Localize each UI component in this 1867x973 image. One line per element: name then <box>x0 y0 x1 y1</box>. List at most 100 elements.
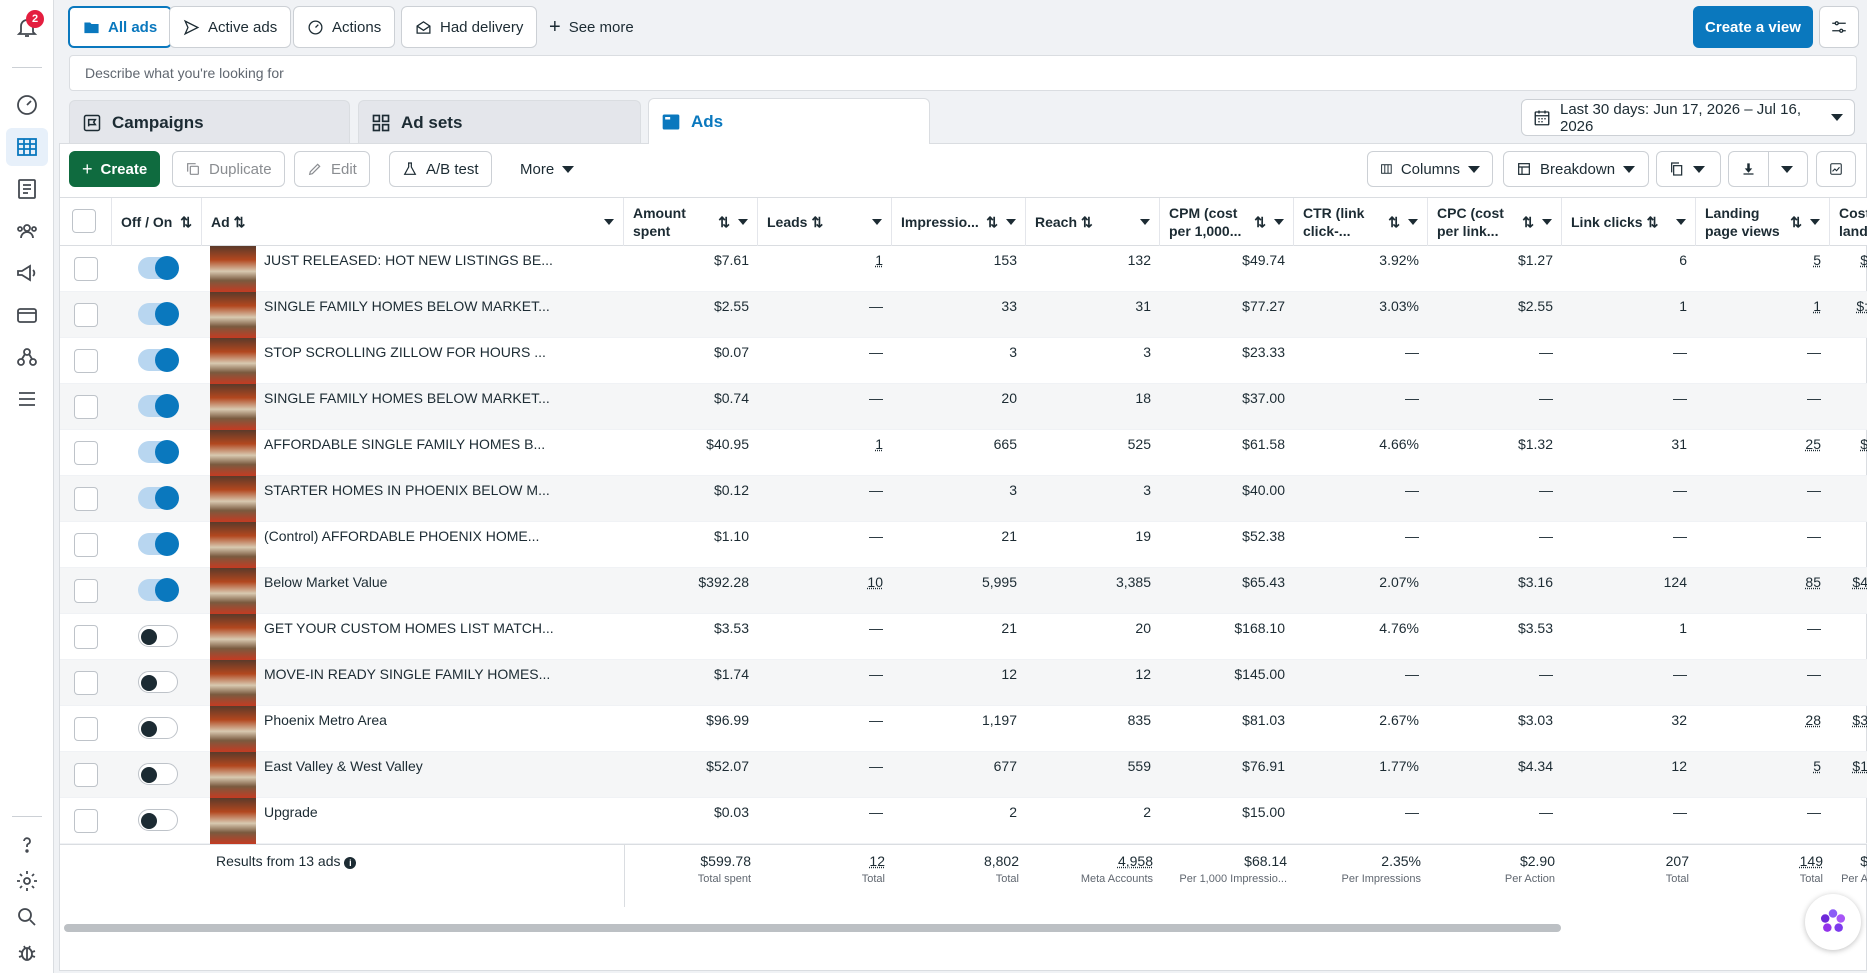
ad-on-off-toggle[interactable] <box>138 486 179 510</box>
table-row[interactable]: JUST RELEASED: HOT NEW LISTINGS BE... $7.… <box>60 246 1867 292</box>
ad-thumbnail[interactable] <box>210 430 256 476</box>
cell-leads[interactable]: 1 <box>875 252 883 268</box>
reports-menu-button[interactable] <box>1656 151 1721 187</box>
audiences-icon[interactable] <box>6 212 48 250</box>
row-checkbox[interactable] <box>74 717 98 741</box>
row-checkbox[interactable] <box>74 257 98 281</box>
ad-thumbnail[interactable] <box>210 522 256 568</box>
row-checkbox[interactable] <box>74 441 98 465</box>
totals-leads[interactable]: 12 Total <box>861 853 885 885</box>
ad-name-link[interactable]: JUST RELEASED: HOT NEW LISTINGS BE... <box>264 252 553 268</box>
cell-cpl[interactable]: $ <box>1860 252 1867 268</box>
cell-cpl[interactable]: $ <box>1860 436 1867 452</box>
sort-icon[interactable]: ⇅ <box>1522 214 1534 230</box>
header-landing-page-views[interactable]: Landing page views ⇅ <box>1696 198 1830 246</box>
header-cpm[interactable]: CPM (cost per 1,000... ⇅ <box>1160 198 1294 246</box>
header-ad[interactable]: Ad ⇅ <box>202 198 624 246</box>
row-checkbox[interactable] <box>74 625 98 649</box>
cell-lpv[interactable]: 85 <box>1805 574 1821 590</box>
charts-toggle-button[interactable] <box>1816 151 1856 187</box>
ad-thumbnail[interactable] <box>210 706 256 752</box>
cell-leads[interactable]: 10 <box>867 574 883 590</box>
tab-ads[interactable]: Ads <box>648 98 930 144</box>
sort-icon[interactable]: ⇅ <box>1646 214 1659 230</box>
ad-name-link[interactable]: MOVE-IN READY SINGLE FAMILY HOMES... <box>264 666 551 682</box>
sort-icon[interactable]: ⇅ <box>1790 214 1802 230</box>
cell-lpv[interactable]: 5 <box>1813 758 1821 774</box>
row-checkbox[interactable] <box>74 533 98 557</box>
header-cpc[interactable]: CPC (cost per link... ⇅ <box>1428 198 1562 246</box>
notifications-bell-icon[interactable]: 2 <box>6 8 48 46</box>
ad-name-link[interactable]: AFFORDABLE SINGLE FAMILY HOMES B... <box>264 436 546 452</box>
header-ctr[interactable]: CTR (link click-... ⇅ <box>1294 198 1428 246</box>
tab-campaigns[interactable]: Campaigns <box>69 100 350 144</box>
ad-name-link[interactable]: Upgrade <box>264 804 318 820</box>
ad-name-link[interactable]: GET YOUR CUSTOM HOMES LIST MATCH... <box>264 620 554 636</box>
header-reach[interactable]: Reach ⇅ <box>1026 198 1160 246</box>
ad-thumbnail[interactable] <box>210 246 256 292</box>
settings-gear-icon[interactable] <box>6 862 48 900</box>
cell-cpl[interactable]: $: <box>1856 298 1867 314</box>
table-row[interactable]: (Control) AFFORDABLE PHOENIX HOME... $1.1… <box>60 522 1867 568</box>
cell-leads[interactable]: 1 <box>875 436 883 452</box>
ad-on-off-toggle[interactable] <box>138 625 178 647</box>
ad-name-link[interactable]: STOP SCROLLING ZILLOW FOR HOURS ... <box>264 344 546 360</box>
duplicate-button[interactable]: Duplicate <box>172 151 285 187</box>
more-button[interactable]: More <box>508 151 586 187</box>
header-impressions[interactable]: Impressio... ⇅ <box>892 198 1026 246</box>
columns-button[interactable]: Columns <box>1367 151 1493 187</box>
create-view-button[interactable]: Create a view <box>1693 6 1813 48</box>
cell-lpv[interactable]: 5 <box>1813 252 1821 268</box>
ad-thumbnail[interactable] <box>210 660 256 706</box>
ad-on-off-toggle[interactable] <box>138 256 179 280</box>
ad-name-link[interactable]: SINGLE FAMILY HOMES BELOW MARKET... <box>264 390 550 406</box>
table-row[interactable]: AFFORDABLE SINGLE FAMILY HOMES B... $40.9… <box>60 430 1867 476</box>
row-checkbox[interactable] <box>74 579 98 603</box>
ad-on-off-toggle[interactable] <box>138 440 179 464</box>
export-options-button[interactable] <box>1768 151 1808 187</box>
search-input[interactable] <box>70 56 1856 90</box>
dashboard-gauge-icon[interactable] <box>6 85 48 123</box>
select-all-checkbox[interactable] <box>72 209 96 233</box>
cell-lpv[interactable]: 1 <box>1813 298 1821 314</box>
info-icon[interactable]: i <box>344 857 357 869</box>
billing-card-icon[interactable] <box>6 296 48 334</box>
ai-assistant-button[interactable] <box>1805 894 1861 950</box>
edit-button[interactable]: Edit <box>294 151 370 187</box>
ad-thumbnail[interactable] <box>210 568 256 614</box>
column-menu-icon[interactable] <box>1006 219 1016 225</box>
breakdown-button[interactable]: Breakdown <box>1503 151 1649 187</box>
ad-name-link[interactable]: STARTER HOMES IN PHOENIX BELOW M... <box>264 482 550 498</box>
header-cost-per-landing[interactable]: Cost per landing... <box>1839 205 1867 239</box>
ad-thumbnail[interactable] <box>210 476 256 522</box>
table-row[interactable]: GET YOUR CUSTOM HOMES LIST MATCH... $3.53… <box>60 614 1867 660</box>
ad-name-link[interactable]: (Control) AFFORDABLE PHOENIX HOME... <box>264 528 540 544</box>
sort-icon[interactable]: ⇅ <box>180 214 192 230</box>
menu-hamburger-icon[interactable] <box>6 380 48 418</box>
sort-icon[interactable]: ⇅ <box>233 214 246 230</box>
ad-on-off-toggle[interactable] <box>138 578 179 602</box>
header-leads[interactable]: Leads ⇅ <box>758 198 892 246</box>
ad-on-off-toggle[interactable] <box>138 394 179 418</box>
report-bug-icon[interactable] <box>6 934 48 972</box>
row-checkbox[interactable] <box>74 763 98 787</box>
cell-lpv[interactable]: 25 <box>1805 436 1821 452</box>
ad-thumbnail[interactable] <box>210 384 256 430</box>
see-more-views-button[interactable]: + See more <box>549 15 634 38</box>
view-settings-button[interactable] <box>1819 6 1859 48</box>
date-range-picker[interactable]: Last 30 days: Jun 17, 2026 – Jul 16, 202… <box>1521 99 1855 136</box>
column-menu-icon[interactable] <box>738 219 748 225</box>
ad-thumbnail[interactable] <box>210 292 256 338</box>
table-row[interactable]: SINGLE FAMILY HOMES BELOW MARKET... $0.74… <box>60 384 1867 430</box>
view-active-ads[interactable]: Active ads <box>169 6 292 48</box>
column-menu-icon[interactable] <box>604 219 614 225</box>
ad-name-link[interactable]: East Valley & West Valley <box>264 758 423 774</box>
cell-cpl[interactable]: $4 <box>1852 574 1867 590</box>
table-row[interactable]: MOVE-IN READY SINGLE FAMILY HOMES... $1.7… <box>60 660 1867 706</box>
column-menu-icon[interactable] <box>1140 219 1150 225</box>
ad-thumbnail[interactable] <box>210 338 256 384</box>
horizontal-scrollbar[interactable] <box>64 924 1561 932</box>
totals-landing-page-views[interactable]: 149 Total <box>1799 853 1823 885</box>
ad-on-off-toggle[interactable] <box>138 671 178 693</box>
table-row[interactable]: SINGLE FAMILY HOMES BELOW MARKET... $2.55… <box>60 292 1867 338</box>
